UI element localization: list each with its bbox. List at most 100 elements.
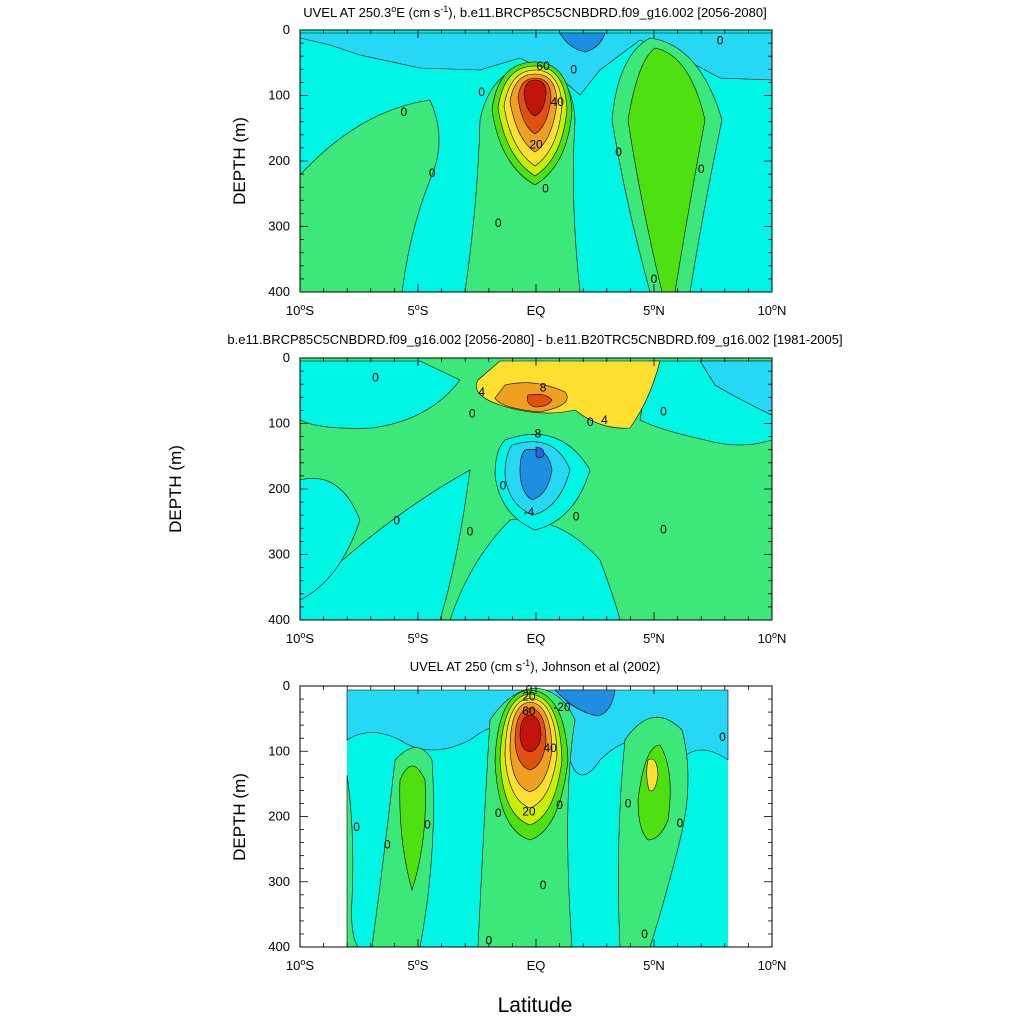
x-tick-label: 5oN bbox=[643, 630, 665, 646]
contour-label: 0 bbox=[469, 407, 476, 421]
panel-3-jet-core-max bbox=[519, 714, 542, 753]
contour-label: 0 bbox=[495, 216, 502, 230]
panel-2-cool-blue-inner bbox=[519, 448, 553, 501]
contour-label: 0 bbox=[573, 510, 580, 524]
panel-3-observations: UVEL AT 250 (cm s-1), Johnson et al (200… bbox=[230, 658, 786, 973]
contour-label: 0 bbox=[485, 933, 492, 947]
x-tick-label: 10oN bbox=[758, 302, 787, 318]
contour-label: 0 bbox=[660, 523, 667, 537]
y-tick-label: 0 bbox=[283, 350, 290, 365]
contour-label: 0 bbox=[467, 525, 474, 539]
contour-label: 20 bbox=[522, 689, 536, 703]
contour-label: -4 bbox=[524, 505, 535, 519]
contour-label: 0 bbox=[384, 838, 391, 852]
panel-3-south-bright-column bbox=[399, 765, 426, 892]
x-tick-label: EQ bbox=[527, 631, 546, 646]
panel-1-north-bright-band bbox=[627, 47, 706, 293]
panel-1-contour-fills bbox=[299, 30, 773, 293]
panel-3-north-bright-column bbox=[637, 744, 671, 841]
x-tick-label: 5oN bbox=[643, 957, 665, 973]
contour-label: 60 bbox=[536, 59, 550, 73]
panel-1-jet-core-max bbox=[523, 79, 547, 117]
x-tick-label: 10oS bbox=[286, 630, 314, 646]
contour-label: 60 bbox=[522, 704, 536, 718]
panel-1-south-green-tongue bbox=[299, 99, 440, 293]
x-tick-label: 5oS bbox=[408, 957, 429, 973]
contour-label: 0 bbox=[570, 62, 577, 76]
y-tick-label: 300 bbox=[268, 547, 290, 562]
contour-label: -8 bbox=[531, 426, 542, 440]
y-tick-label: 400 bbox=[268, 284, 290, 299]
contour-label: 0 bbox=[651, 272, 658, 286]
panel-3-north-yellow-spot bbox=[646, 758, 659, 792]
contour-label: 0 bbox=[677, 816, 684, 830]
panel-2-ylabel: DEPTH (m) bbox=[166, 445, 185, 533]
contour-label: 20 bbox=[529, 138, 543, 152]
panel-2-cool-blue-core bbox=[535, 446, 545, 459]
contour-label: 4 bbox=[601, 413, 608, 427]
contour-label: 0 bbox=[495, 806, 502, 820]
panel-2-deep-south-cyan bbox=[299, 478, 361, 601]
contour-label: 0 bbox=[400, 105, 407, 119]
y-tick-label: 0 bbox=[283, 678, 290, 693]
panel-2-warm-yellow-band bbox=[476, 360, 661, 429]
panel-3-title: UVEL AT 250 (cm s-1), Johnson et al (200… bbox=[410, 658, 661, 674]
y-tick-label: 200 bbox=[268, 481, 290, 496]
x-tick-label: 5oN bbox=[643, 302, 665, 318]
contour-label: 0 bbox=[698, 162, 705, 176]
panel-3-ylabel: DEPTH (m) bbox=[230, 773, 249, 861]
contour-label: 0 bbox=[393, 513, 400, 527]
y-tick-label: 300 bbox=[268, 219, 290, 234]
contour-label: 0 bbox=[587, 415, 594, 429]
y-tick-label: 100 bbox=[268, 416, 290, 431]
y-tick-label: 200 bbox=[268, 809, 290, 824]
y-tick-label: 200 bbox=[268, 153, 290, 168]
contour-label: 4 bbox=[478, 385, 485, 399]
contour-label: 0 bbox=[717, 33, 724, 47]
contour-label: 0 bbox=[641, 927, 648, 941]
panel-1-model: UVEL AT 250.3oE (cm s-1), b.e11.BRCP85C5… bbox=[230, 4, 786, 318]
panel-2-red-core bbox=[527, 393, 553, 408]
contour-label: 0 bbox=[500, 479, 507, 493]
contour-label: 0 bbox=[540, 878, 547, 892]
panel-2-contour-fills bbox=[299, 358, 773, 621]
x-tick-label: 5oS bbox=[408, 302, 429, 318]
contour-label: 40 bbox=[543, 741, 557, 755]
x-tick-label: EQ bbox=[527, 958, 546, 973]
x-tick-label: 10oN bbox=[758, 957, 787, 973]
contour-label: 8 bbox=[540, 380, 547, 394]
panel-1-negative-surface-pocket bbox=[559, 32, 606, 53]
y-tick-label: 100 bbox=[268, 88, 290, 103]
y-tick-label: 400 bbox=[268, 612, 290, 627]
panel-2-surface-cyan-layer bbox=[299, 360, 461, 429]
panel-3-contour-fills bbox=[346, 687, 729, 948]
y-tick-label: 0 bbox=[283, 22, 290, 37]
contour-label: 0 bbox=[615, 145, 622, 159]
contour-label: 20 bbox=[522, 804, 536, 818]
contour-label: 0 bbox=[429, 166, 436, 180]
contour-label: 0 bbox=[478, 85, 485, 99]
contour-label: 0 bbox=[372, 371, 379, 385]
x-tick-label: 10oS bbox=[286, 302, 314, 318]
contour-label: 0 bbox=[424, 817, 431, 831]
contour-label: 40 bbox=[551, 95, 565, 109]
panel-1-contour-labels: 60 40 20 0 0 0 0 0 0 0 0 0 0 bbox=[400, 33, 723, 285]
y-tick-label: 300 bbox=[268, 874, 290, 889]
panel-1-title: UVEL AT 250.3oE (cm s-1), b.e11.BRCP85C5… bbox=[303, 4, 766, 20]
panel-2-difference: b.e11.BRCP85C5CNBDRD.f09_g16.002 [2056-2… bbox=[166, 332, 843, 646]
contour-label: 0 bbox=[556, 798, 563, 812]
contour-label: 0 bbox=[660, 405, 667, 419]
contour-label: 0 bbox=[353, 820, 360, 834]
panel-3-negative-surface-pocket bbox=[554, 689, 616, 717]
contour-label: 0 bbox=[542, 182, 549, 196]
x-tick-label: 5oS bbox=[408, 630, 429, 646]
x-tick-label: EQ bbox=[527, 303, 546, 318]
x-axis-label: Latitude bbox=[498, 994, 573, 1017]
panel-2-title: b.e11.BRCP85C5CNBDRD.f09_g16.002 [2056-2… bbox=[227, 332, 842, 347]
